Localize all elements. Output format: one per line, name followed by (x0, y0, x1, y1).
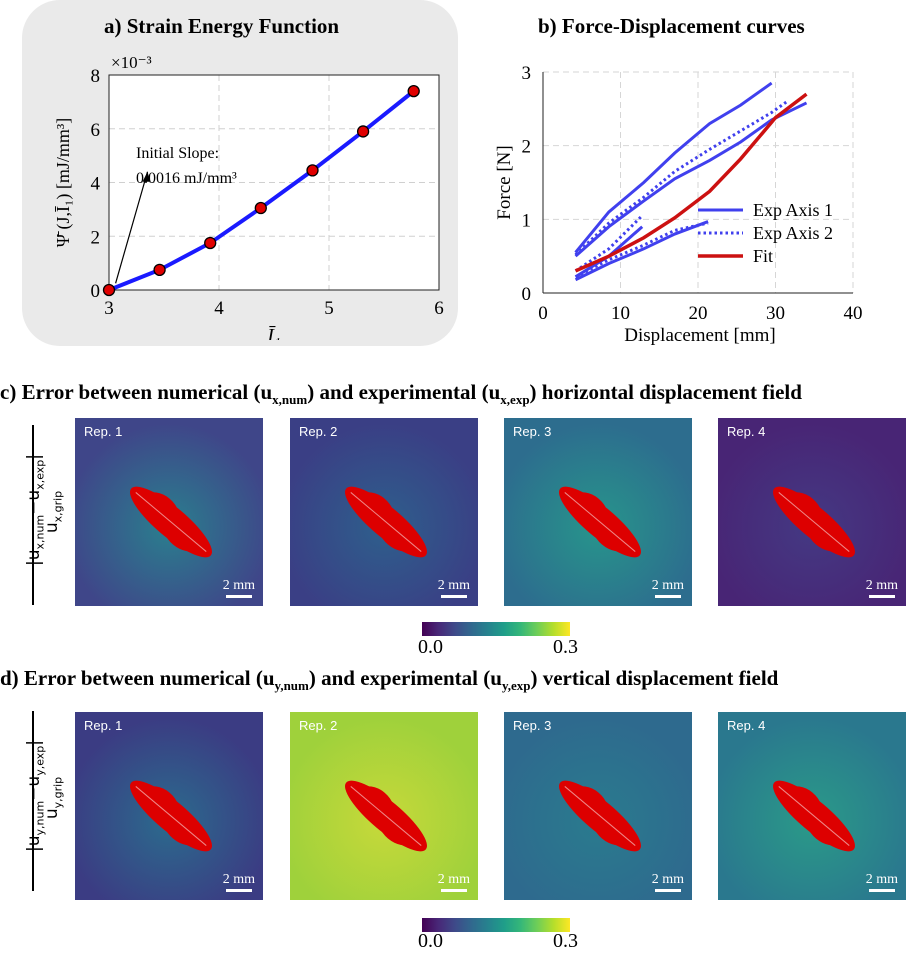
tick-a-x: 6 (434, 298, 444, 319)
rep-label: Rep. 1 (84, 424, 123, 439)
tick-b-y: 0 (522, 284, 532, 305)
series-line (574, 225, 644, 279)
scale-bar-line (868, 889, 895, 892)
strain-energy-chart: 3 4 5 6 0 2 4 6 8 ×10⁻³ Ī₁ Ψ̄ (J,Ī₁) [mJ/mm³] Initia… (53, 53, 444, 340)
scale-bar-label: 2 mm (651, 872, 684, 887)
scale-bar-line (440, 595, 467, 598)
scale-bar-line (868, 595, 895, 598)
xlabel-a: Ī₁ (266, 325, 281, 340)
tick-b-x: 40 (844, 303, 863, 324)
tick-b-x: 20 (689, 303, 708, 324)
tick-b-x: 0 (538, 303, 548, 324)
c-tile-rep-4: Rep. 4 2 mm (718, 418, 906, 606)
rep-label: Rep. 2 (299, 718, 338, 733)
ylabel-a: Ψ̄ (J,Ī₁) [mJ/mm³] (53, 118, 74, 247)
legend-label: Fit (753, 246, 773, 266)
scale-bar-line (654, 595, 681, 598)
tick-a-x: 3 (104, 298, 114, 319)
rep-label: Rep. 4 (727, 424, 766, 439)
d-tile-rep-1: Rep. 1 2 mm (75, 712, 263, 900)
tick-a-x: 5 (324, 298, 334, 319)
scale-bar-line (225, 595, 252, 598)
colorbar-d-max: 0.3 (553, 930, 578, 952)
tick-a-y: 8 (91, 66, 101, 87)
tick-b-x: 30 (766, 303, 785, 324)
series-line (574, 214, 644, 273)
legend-label: Exp Axis 1 (753, 200, 833, 220)
strain-energy-point (407, 84, 420, 98)
rep-label: Rep. 3 (513, 718, 552, 733)
scale-bar-line (654, 889, 681, 892)
tick-a-y: 0 (91, 281, 101, 302)
series-line (574, 100, 788, 256)
section-d-title: d) Error between numerical (uy,num) and … (0, 666, 779, 694)
strain-energy-point (102, 283, 116, 297)
scale-bar-label: 2 mm (222, 872, 255, 887)
ylabel-b: Force [N] (494, 145, 515, 219)
c-tile-rep-3: Rep. 3 2 mm (504, 418, 692, 606)
section-c-title: c) Error between numerical (ux,num) and … (0, 380, 802, 408)
strain-energy-point (254, 201, 267, 215)
tick-a-y: 4 (91, 174, 101, 195)
strain-energy-point (356, 125, 370, 138)
colorbar-d (422, 918, 570, 932)
d-tile-rep-3: Rep. 3 2 mm (504, 712, 692, 900)
scale-bar-label: 2 mm (865, 578, 898, 593)
annotation-arrow-head (142, 171, 151, 182)
force-displacement-chart: 0 10 20 30 40 0 1 2 3 Displacement [mm] Force [N] E… (494, 63, 863, 346)
scale-bar: 2 mm (866, 872, 898, 892)
colorbar-c-min: 0.0 (418, 636, 443, 658)
tick-a-y: 2 (91, 227, 101, 248)
scale-bar: 2 mm (438, 872, 470, 892)
rep-label: Rep. 1 (84, 718, 123, 733)
section-c-ylabel: |ux,num−ux,exp| ux,grip (2, 420, 66, 610)
scale-bar: 2 mm (652, 872, 684, 892)
rep-label: Rep. 4 (727, 718, 766, 733)
scale-bar: 2 mm (223, 872, 255, 892)
scale-bar-label: 2 mm (865, 872, 898, 887)
colorbar-c (422, 622, 570, 636)
strain-energy-point (306, 164, 319, 177)
c-tile-rep-2: Rep. 2 2 mm (290, 418, 478, 606)
series-line (574, 101, 808, 258)
annotation-line1: Initial Slope: (136, 145, 219, 162)
scale-bar-label: 2 mm (437, 578, 470, 593)
tick-a-x: 4 (214, 298, 224, 319)
section-d-ylabel: |uy,num−uy,exp| uy,grip (2, 706, 66, 896)
tick-b-y: 1 (522, 210, 532, 231)
tick-b-x: 10 (611, 303, 630, 324)
annotation-arrow-shaft (115, 171, 149, 284)
series-line (574, 81, 773, 254)
tick-b-y: 2 (522, 137, 532, 158)
scale-bar: 2 mm (438, 578, 470, 598)
c-tile-rep-1: Rep. 1 2 mm (75, 418, 263, 606)
panel-a-title: a) Strain Energy Function (104, 14, 340, 38)
scale-bar-label: 2 mm (651, 578, 684, 593)
scale-bar-label: 2 mm (222, 578, 255, 593)
rep-label: Rep. 2 (299, 424, 338, 439)
d-tile-rep-4: Rep. 4 2 mm (718, 712, 906, 900)
strain-energy-point (153, 263, 166, 276)
plot-a-frame (108, 74, 440, 291)
scale-bar-label: 2 mm (437, 872, 470, 887)
scale-bar: 2 mm (866, 578, 898, 598)
series-line (574, 92, 808, 273)
legend-label: Exp Axis 2 (753, 223, 833, 243)
annotation-line2: 0.0016 mJ/mm³ (136, 170, 237, 187)
scale-bar-line (225, 889, 252, 892)
panel-b-title: b) Force-Displacement curves (538, 14, 805, 38)
scale-bar-line (440, 889, 467, 892)
tick-a-y: 6 (91, 120, 101, 141)
strain-energy-point (204, 236, 217, 250)
tick-b-y: 3 (522, 63, 532, 84)
series-line (574, 220, 709, 282)
d-tile-rep-2: Rep. 2 2 mm (290, 712, 478, 900)
colorbar-c-max: 0.3 (553, 636, 578, 658)
scale-bar: 2 mm (652, 578, 684, 598)
rep-label: Rep. 3 (513, 424, 552, 439)
xlabel-b: Displacement [mm] (624, 325, 775, 346)
exponent-label: ×10⁻³ (111, 53, 152, 72)
colorbar-d-min: 0.0 (418, 930, 443, 952)
scale-bar: 2 mm (223, 578, 255, 598)
